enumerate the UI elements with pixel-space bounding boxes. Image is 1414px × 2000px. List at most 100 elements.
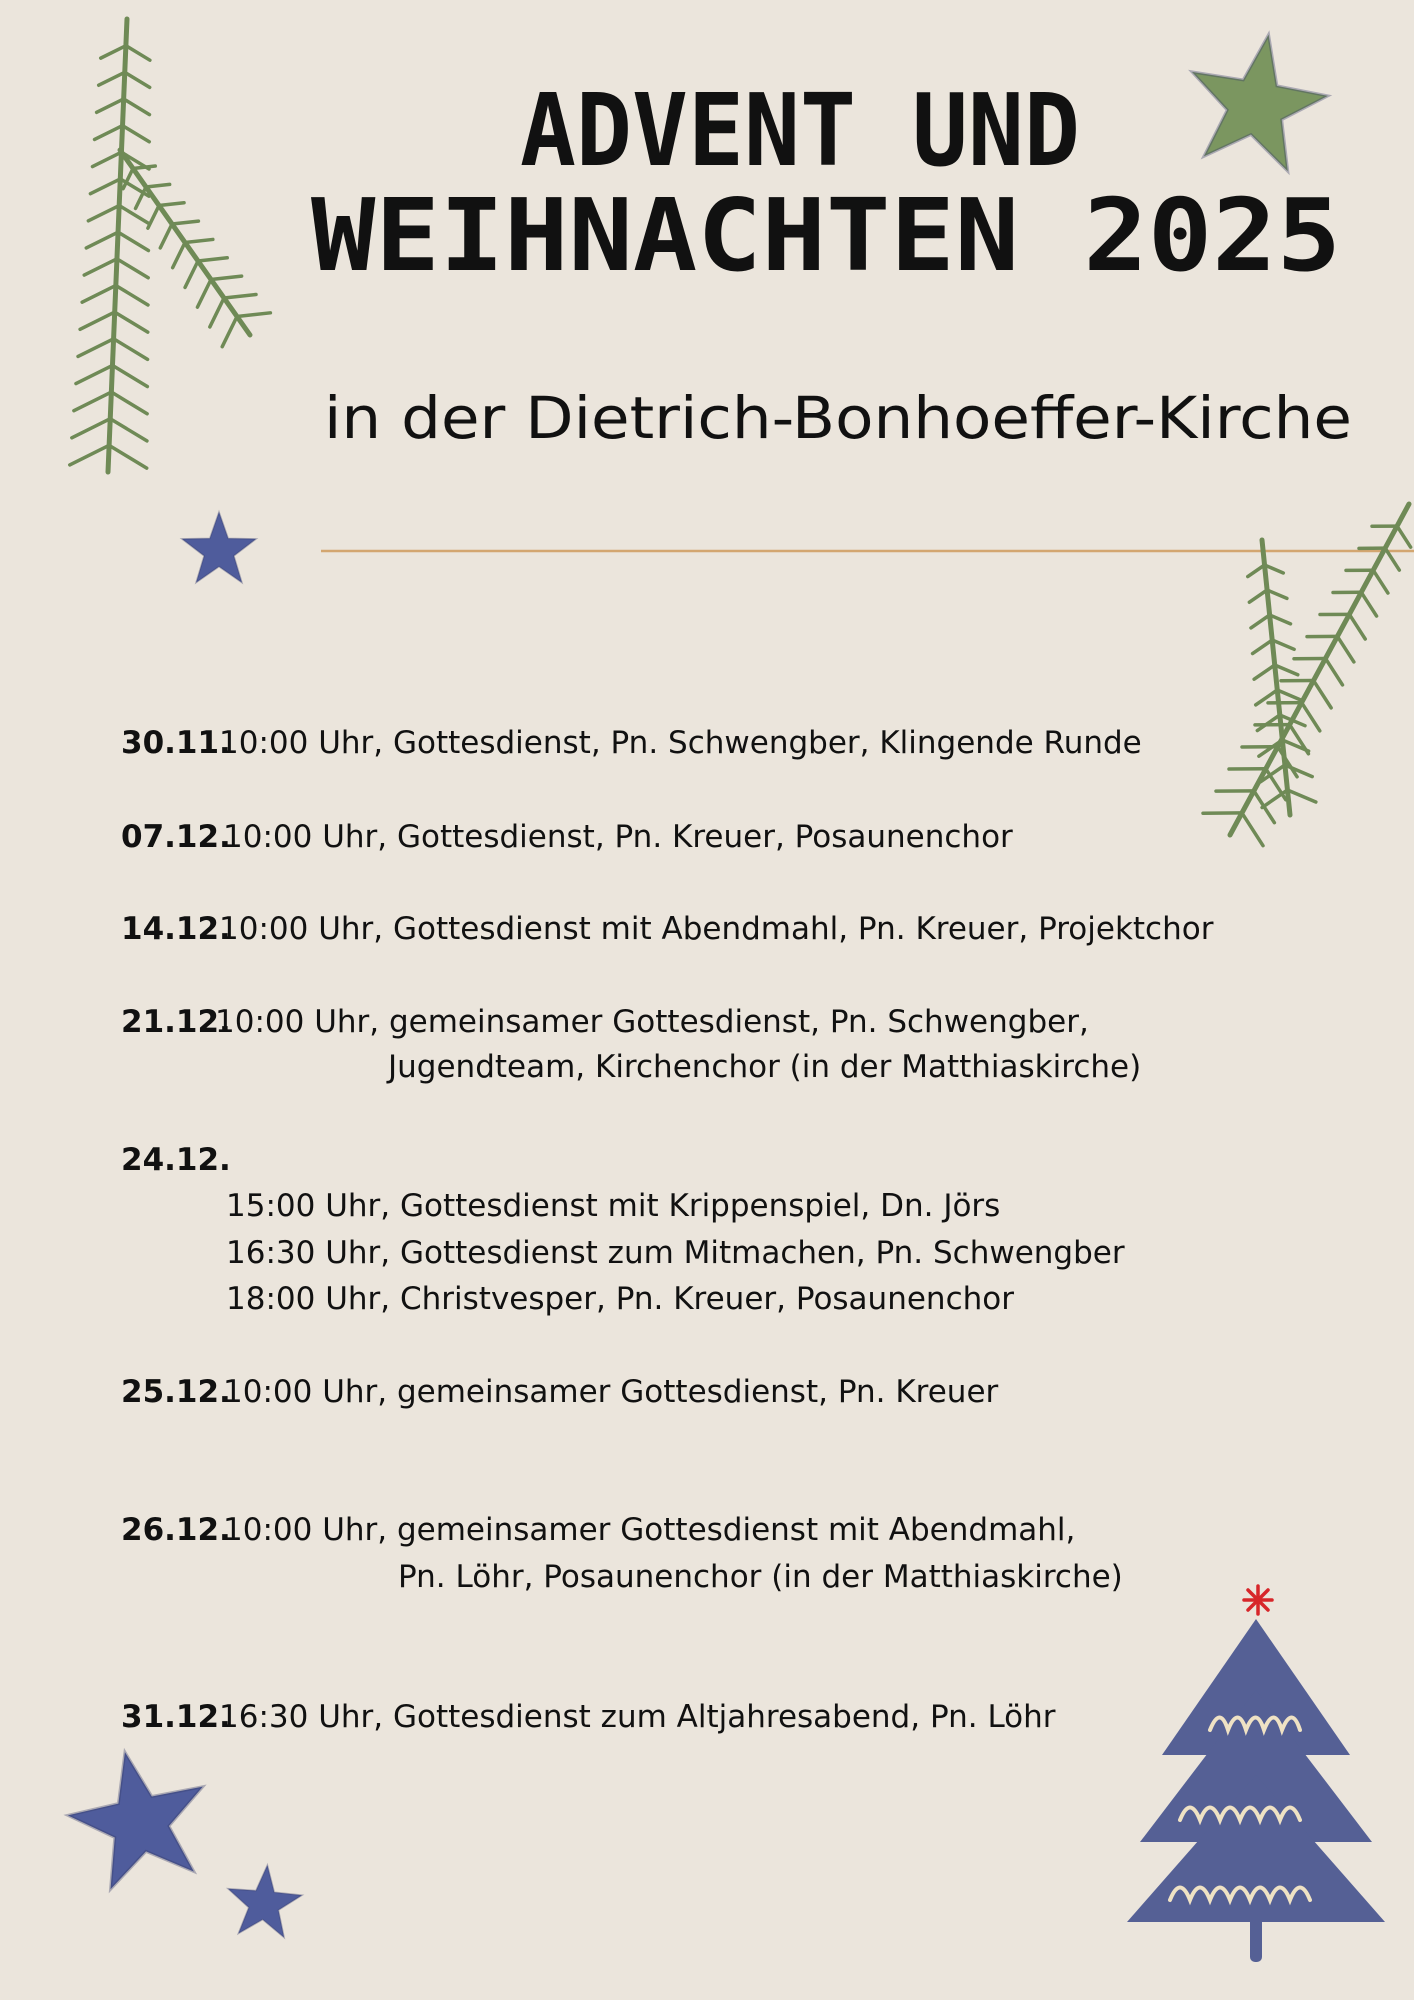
branch-needle <box>92 123 125 142</box>
stars <box>63 30 1333 1940</box>
branch-needle <box>158 222 174 250</box>
branch-needle <box>222 292 258 300</box>
branch-needle <box>1252 663 1277 681</box>
branch-needle <box>208 296 226 329</box>
event-line: 18:00 Uhr, Christvesper, Pn. Kreuer, Pos… <box>226 1281 1014 1317</box>
star <box>1188 30 1333 176</box>
branch-needle <box>1359 590 1379 618</box>
branch-needle <box>1278 713 1307 728</box>
branch-needle <box>1265 588 1289 601</box>
event-date: 07.12. <box>121 819 231 855</box>
branch-needle <box>1323 656 1345 687</box>
event-date: 31.12. <box>121 1699 231 1735</box>
event-line: Pn. Löhr, Posaunenchor (in der Matthiask… <box>398 1559 1123 1595</box>
event-line: Jugendteam, Kirchenchor (in der Matthias… <box>388 1049 1142 1085</box>
branch-needle <box>235 311 273 319</box>
branch-needle <box>123 70 152 90</box>
branch-needle <box>99 43 128 60</box>
branch-needle <box>220 314 239 349</box>
branch-needle <box>110 363 150 389</box>
branch-needle <box>1270 638 1296 652</box>
branch-needle <box>90 150 124 169</box>
branch-needle <box>1280 738 1311 753</box>
branch-needle <box>1335 634 1356 664</box>
branch-needle <box>1371 568 1390 595</box>
branch-needle <box>1240 811 1265 848</box>
branch-needle <box>74 363 115 386</box>
branch-needle <box>121 166 135 191</box>
branch-needle <box>133 185 148 211</box>
tree-garland <box>1168 1885 1312 1906</box>
title-line: ADVENT UND <box>520 72 1080 189</box>
branch-needle <box>1246 563 1267 579</box>
branch-needle <box>84 230 120 250</box>
branch-needle <box>157 200 186 208</box>
branch-needle <box>1275 744 1299 779</box>
branch-needle <box>1249 613 1272 630</box>
branch-needle <box>1250 638 1274 656</box>
branch-needle <box>121 97 152 117</box>
event-date: 21.12. <box>121 1004 231 1040</box>
branch-needle <box>1262 563 1286 575</box>
branch-needle <box>78 310 117 332</box>
branch-needle <box>72 390 114 413</box>
branch-needle <box>1275 688 1304 702</box>
branch-needle <box>82 257 119 277</box>
branch-needle <box>1260 788 1290 810</box>
tree-tier <box>1127 1775 1385 1922</box>
branch-needle <box>195 277 213 309</box>
branch-needle <box>196 256 229 263</box>
event-date: 26.12. <box>121 1512 231 1548</box>
branch-needle <box>109 390 149 416</box>
branch-needle <box>1395 524 1413 549</box>
branch-stem <box>105 16 130 475</box>
title-line: WEIHNACHTEN 2025 <box>311 177 1341 294</box>
branch-needle <box>131 164 158 171</box>
branch-needle <box>94 97 126 115</box>
branch-needle <box>1257 738 1285 758</box>
event-line: 10:00 Uhr, Gottesdienst, Pn. Schwengber,… <box>219 725 1142 761</box>
branch-needle <box>146 203 161 230</box>
event-date: 30.11. <box>121 725 231 761</box>
event-date: 25.12. <box>121 1374 231 1410</box>
tree-topper <box>1242 1584 1274 1616</box>
tree-tier <box>1162 1619 1350 1755</box>
branch-needle <box>86 203 121 223</box>
event-date: 24.12. <box>121 1142 231 1178</box>
event-line: 16:30 Uhr, Gottesdienst zum Altjahresabe… <box>219 1699 1056 1735</box>
branch-needle <box>209 274 244 282</box>
branch-needle <box>108 416 149 443</box>
subtitle: in der Dietrich-Bonhoeffer-Kirche <box>324 384 1352 452</box>
branch-needle <box>170 240 187 270</box>
branch-needle <box>115 257 150 280</box>
branch-needle <box>88 177 123 196</box>
branch-needle <box>96 70 127 87</box>
branch-stem <box>1259 537 1293 818</box>
branch-needle <box>1283 763 1314 779</box>
star <box>63 1747 207 1894</box>
branch-needle <box>183 237 215 245</box>
event-line: 15:00 Uhr, Gottesdienst mit Krippenspiel… <box>226 1188 1001 1224</box>
star <box>179 509 259 585</box>
branch-needle <box>76 337 116 359</box>
star <box>225 1862 305 1940</box>
branch-needle <box>116 230 151 253</box>
event-line: 10:00 Uhr, gemeinsamer Gottesdienst, Pn.… <box>215 1004 1089 1040</box>
event-line: 10:00 Uhr, Gottesdienst, Pn. Kreuer, Pos… <box>223 819 1013 855</box>
branch-needle <box>114 283 150 307</box>
branch-needle <box>70 416 112 440</box>
event-line: 10:00 Uhr, gemeinsamer Gottesdienst, Pn.… <box>223 1374 999 1410</box>
branch-needle <box>124 43 152 62</box>
branch-needle <box>117 203 151 226</box>
branch-needle <box>170 219 201 226</box>
event-date: 14.12. <box>121 911 231 947</box>
tree-tier <box>1140 1690 1372 1842</box>
branch-needle <box>1311 678 1333 710</box>
branch-needle <box>68 443 111 467</box>
branches <box>68 16 1413 848</box>
branch-needle <box>1299 700 1322 733</box>
tree-garland <box>1208 1715 1302 1736</box>
branch-needle <box>80 283 118 304</box>
branch-needle <box>1285 788 1318 804</box>
